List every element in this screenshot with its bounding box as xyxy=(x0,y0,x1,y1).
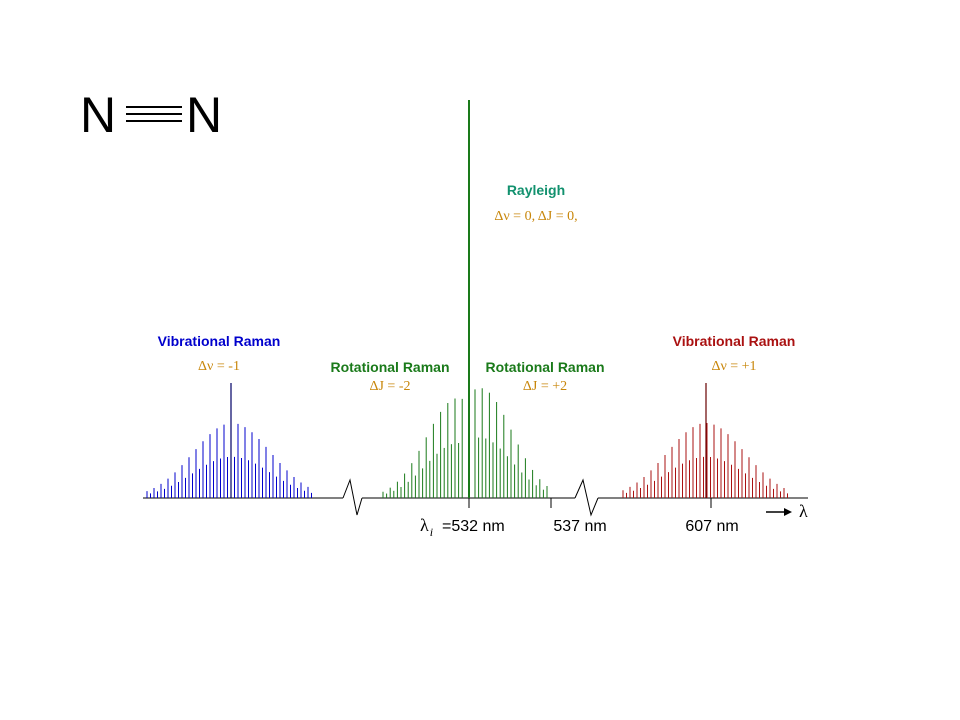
n2-molecule: N N xyxy=(80,87,222,143)
lambda-subscript: i xyxy=(430,525,433,539)
rotational-right-rule: ΔJ = +2 xyxy=(523,379,567,394)
right-atom: N xyxy=(186,87,222,143)
triple-bond xyxy=(126,106,182,122)
lambda-i-label: λi xyxy=(420,515,433,539)
rotational-left-rule: ΔJ = -2 xyxy=(369,379,410,394)
lambda-symbol: λ xyxy=(420,515,429,535)
tick-label-532: =532 nm xyxy=(442,518,505,535)
tick-label-607: 607 nm xyxy=(685,518,738,535)
rayleigh-title: Rayleigh xyxy=(507,182,565,198)
left-atom: N xyxy=(80,87,116,143)
rotational-lines xyxy=(382,388,548,498)
vibrational-right-title: Vibrational Raman xyxy=(673,333,796,349)
wavelength-arrow xyxy=(766,508,792,516)
tick-label-537: 537 nm xyxy=(553,518,606,535)
axis-break-right xyxy=(574,478,599,517)
rotational-right-title: Rotational Raman xyxy=(485,359,604,375)
axis-break-left xyxy=(342,478,363,516)
wavelength-arrow-label: λ xyxy=(799,501,808,521)
rotational-left-title: Rotational Raman xyxy=(330,359,449,375)
vibrational-right-rule: Δν = +1 xyxy=(711,359,756,374)
stokes-vibrational-lines xyxy=(146,383,312,498)
anti-stokes-vibrational-lines xyxy=(622,383,788,498)
axis-ticks xyxy=(468,498,712,508)
vibrational-left-title: Vibrational Raman xyxy=(158,333,281,349)
rayleigh-rule: Δν = 0, ΔJ = 0, xyxy=(494,209,577,224)
vibrational-left-rule: Δν = -1 xyxy=(198,359,240,374)
